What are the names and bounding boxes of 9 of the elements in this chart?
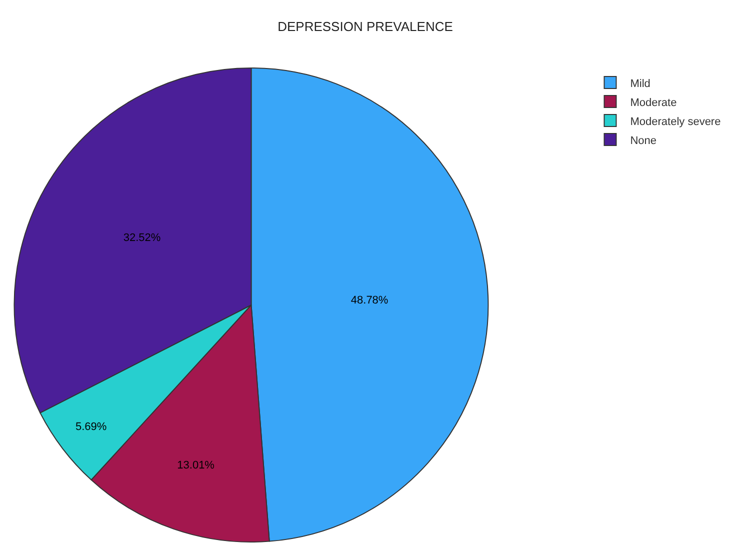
data-label: 5.69% xyxy=(75,420,107,433)
legend-label: Moderate xyxy=(630,96,677,109)
data-label: 48.78% xyxy=(350,294,388,306)
data-label: 13.01% xyxy=(177,459,215,472)
legend-label: Moderately severe xyxy=(630,116,721,128)
chart-title: DEPRESSION PREVALENCE xyxy=(278,18,454,34)
legend-label: None xyxy=(630,134,657,147)
legend-label: Mild xyxy=(630,78,650,90)
data-label: 32.52% xyxy=(123,232,161,244)
